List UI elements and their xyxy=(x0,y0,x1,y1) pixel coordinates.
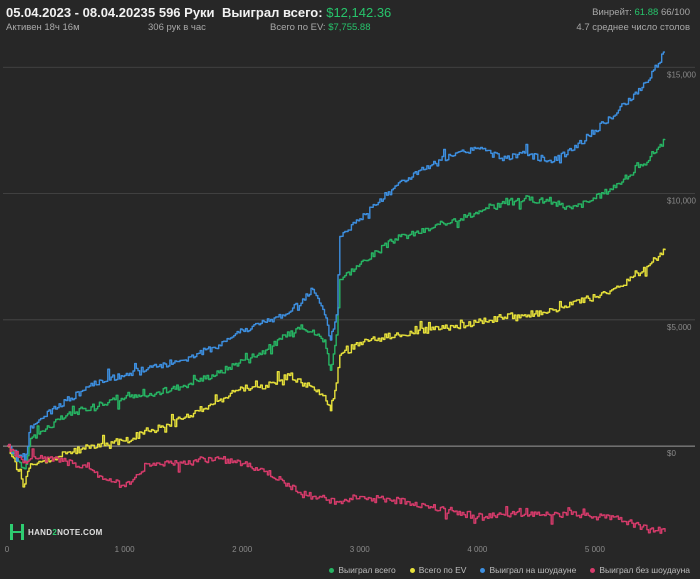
series-line-2 xyxy=(7,248,666,488)
chart-legend: Выиграл всего Всего по EV Выиграл на шоуда… xyxy=(329,565,690,575)
series-line-3 xyxy=(7,51,665,462)
hands-per-hour: 306 рук в час xyxy=(148,22,206,33)
hand2note-logo-text: HAND2NOTE.COM xyxy=(28,527,103,537)
legend-item-2[interactable]: Всего по EV xyxy=(409,565,467,575)
stats-header: 05.04.2023 - 08.04.2023 Активен 18ч 16м … xyxy=(0,0,700,36)
winrate: Винрейт: 61.88 66/100 xyxy=(592,7,690,18)
x-tick-label: 0 xyxy=(5,545,10,554)
legend-label: Выиграл всего xyxy=(338,565,396,575)
series-line-4 xyxy=(7,443,666,534)
hand2note-logo-icon xyxy=(10,524,24,540)
profit-chart: $0 $5,000 $10,000 $15,000 0 1 000 2 000 3 000 4 … xyxy=(3,51,696,554)
ev-total-label: Всего по EV: xyxy=(270,22,326,33)
y-tick-label: $15,000 xyxy=(667,70,696,79)
legend-item-3[interactable]: Выиграл на шоудауне xyxy=(480,565,576,575)
won-total-value: $12,142.36 xyxy=(326,5,392,20)
ev-total: Всего по EV: $7,755.88 xyxy=(270,22,370,33)
x-tick-label: 1 000 xyxy=(115,545,136,554)
x-tick-label: 3 000 xyxy=(350,545,371,554)
legend-label: Выиграл без шоудауна xyxy=(599,565,690,575)
x-tick-label: 4 000 xyxy=(467,545,488,554)
x-tick-label: 5 000 xyxy=(585,545,606,554)
series-line-1 xyxy=(7,138,666,470)
winrate-value: 61.88 xyxy=(634,7,659,18)
legend-dot-icon xyxy=(409,567,415,573)
legend-label: Выиграл на шоудауне xyxy=(489,565,577,575)
x-tick-label: 2 000 xyxy=(232,545,253,554)
legend-item-4[interactable]: Выиграл без шоудауна xyxy=(590,565,690,575)
winrate-tail: 66/100 xyxy=(660,7,690,18)
hand2note-logo: HAND2NOTE.COM xyxy=(10,524,103,540)
y-tick-label: $0 xyxy=(667,449,676,458)
won-total-label: Выиграл всего: xyxy=(222,5,323,20)
y-tick-label: $5,000 xyxy=(667,323,692,332)
legend-dot-icon xyxy=(590,567,596,573)
y-tick-label: $10,000 xyxy=(667,197,696,206)
avg-tables: 4.7 среднее число столов xyxy=(576,22,690,33)
ev-total-value: $7,755.88 xyxy=(328,22,371,33)
legend-dot-icon xyxy=(480,567,486,573)
won-total: Выиграл всего: $12,142.36 xyxy=(222,5,391,20)
date-range: 05.04.2023 - 08.04.2023 xyxy=(6,5,148,20)
hands-count: 5 596 Руки xyxy=(148,5,215,20)
legend-item-1[interactable]: Выиграл всего xyxy=(329,565,396,575)
winrate-label: Винрейт: xyxy=(592,7,632,18)
legend-dot-icon xyxy=(329,567,335,573)
active-time: Активен 18ч 16м xyxy=(6,22,80,33)
legend-label: Всего по EV xyxy=(418,565,467,575)
